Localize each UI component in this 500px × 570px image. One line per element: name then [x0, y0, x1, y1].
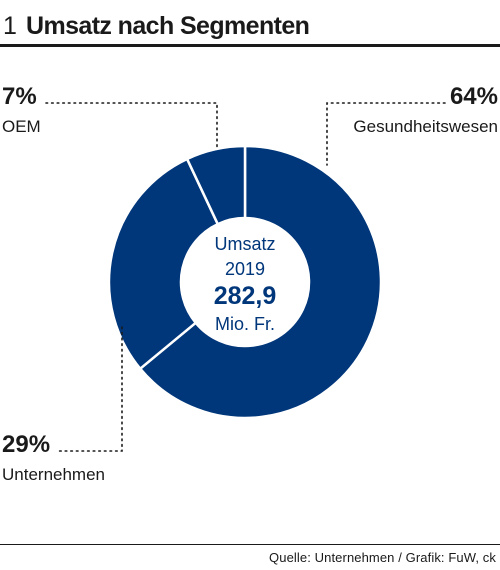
center-label-line1: Umsatz: [214, 234, 275, 254]
chart-header: 1 Umsatz nach Segmenten: [0, 4, 500, 44]
chart-number: 1: [3, 12, 17, 40]
leader-line-oem: [45, 102, 218, 148]
slice-value-gesundheitswesen: 64%: [450, 83, 498, 110]
donut-slice-oem: [185, 144, 247, 226]
donut-chart: 7% OEM 64% Gesundheitswesen 29% Unterneh…: [2, 83, 498, 484]
leader-lines: [45, 102, 446, 452]
chart-title: Umsatz nach Segmenten: [26, 12, 310, 40]
footer-rule: [0, 544, 500, 545]
donut-slices: [107, 144, 383, 420]
slice-label-gesundheitswesen: Gesundheitswesen: [353, 117, 498, 136]
donut-slice-unternehmen: [107, 157, 219, 370]
slice-label-oem: OEM: [2, 117, 41, 136]
source-note: Quelle: Unternehmen / Grafik: FuW, ck: [269, 550, 496, 565]
donut-slice-gesundheitswesen: [138, 144, 383, 420]
center-total-value: 282,9: [214, 282, 277, 310]
leader-line-unternehmen: [57, 326, 123, 452]
slice-value-unternehmen: 29%: [2, 431, 50, 458]
header-rule: [0, 44, 500, 47]
leader-line-gesundheitswesen: [326, 102, 446, 166]
center-label-year: 2019: [225, 259, 265, 279]
slice-value-oem: 7%: [2, 83, 37, 110]
slice-label-unternehmen: Unternehmen: [2, 465, 105, 484]
center-unit: Mio. Fr.: [215, 314, 275, 334]
